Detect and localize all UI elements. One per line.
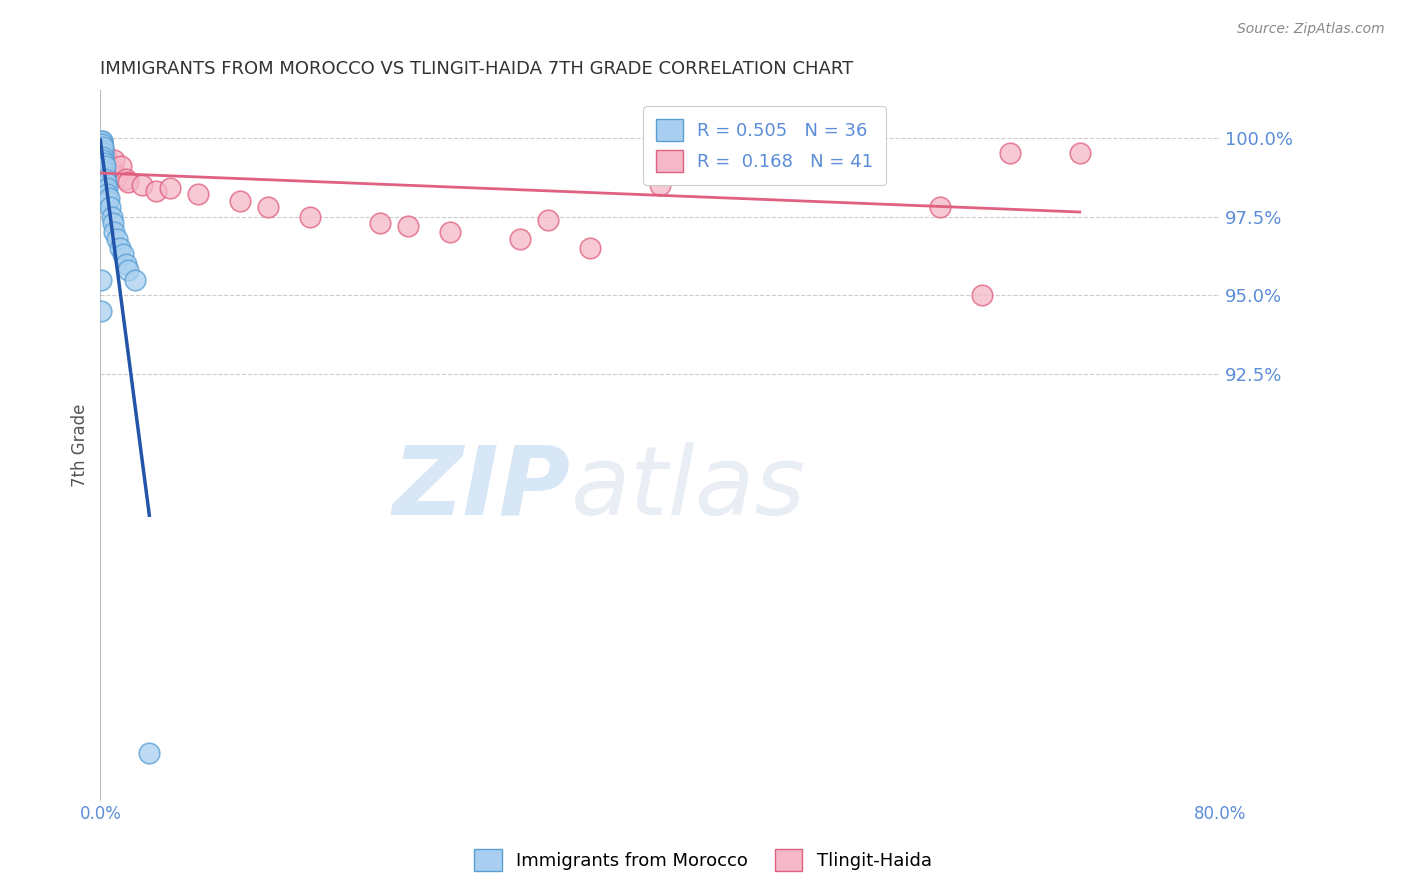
Point — [93, 165, 115, 179]
Point — [103, 225, 125, 239]
Point — [257, 200, 280, 214]
Point — [114, 257, 136, 271]
Point — [96, 156, 118, 170]
Point — [94, 150, 117, 164]
Point — [114, 171, 136, 186]
Point — [90, 146, 112, 161]
Point — [101, 216, 124, 230]
Point — [94, 184, 117, 198]
Point — [91, 140, 114, 154]
Point — [90, 136, 112, 151]
Point — [124, 273, 146, 287]
Point — [117, 175, 139, 189]
Point — [97, 194, 120, 208]
Point — [100, 210, 122, 224]
Point — [105, 232, 128, 246]
Point — [111, 247, 134, 261]
Point — [718, 146, 741, 161]
Point — [90, 153, 112, 167]
Point — [91, 136, 114, 151]
Point — [91, 140, 114, 154]
Point — [93, 153, 115, 167]
Text: atlas: atlas — [571, 442, 806, 534]
Point — [970, 288, 993, 302]
Point — [94, 171, 117, 186]
Point — [145, 184, 167, 198]
Legend: Immigrants from Morocco, Tlingit-Haida: Immigrants from Morocco, Tlingit-Haida — [467, 842, 939, 879]
Point — [93, 159, 115, 173]
Point — [229, 194, 252, 208]
Point — [91, 143, 114, 157]
Point — [90, 273, 112, 287]
Point — [96, 187, 118, 202]
Point — [94, 178, 117, 192]
Point — [1069, 146, 1091, 161]
Point — [94, 175, 117, 189]
Point — [105, 169, 128, 183]
Point — [138, 746, 160, 760]
Point — [91, 150, 114, 164]
Point — [579, 241, 602, 255]
Legend: R = 0.505   N = 36, R =  0.168   N = 41: R = 0.505 N = 36, R = 0.168 N = 41 — [644, 106, 886, 185]
Point — [91, 136, 114, 151]
Point — [928, 200, 950, 214]
Point — [91, 146, 114, 161]
Point — [439, 225, 461, 239]
Point — [396, 219, 419, 233]
Point — [91, 134, 114, 148]
Point — [117, 263, 139, 277]
Point — [159, 181, 181, 195]
Point — [91, 140, 114, 154]
Point — [648, 178, 671, 192]
Point — [90, 143, 112, 157]
Point — [94, 159, 117, 173]
Point — [98, 200, 121, 214]
Point — [859, 156, 882, 170]
Y-axis label: 7th Grade: 7th Grade — [72, 404, 89, 487]
Text: Source: ZipAtlas.com: Source: ZipAtlas.com — [1237, 22, 1385, 37]
Point — [97, 191, 120, 205]
Point — [90, 304, 112, 318]
Point — [93, 146, 115, 161]
Point — [299, 210, 322, 224]
Point — [90, 134, 112, 148]
Text: IMMIGRANTS FROM MOROCCO VS TLINGIT-HAIDA 7TH GRADE CORRELATION CHART: IMMIGRANTS FROM MOROCCO VS TLINGIT-HAIDA… — [100, 60, 853, 78]
Point — [537, 212, 560, 227]
Point — [103, 153, 125, 167]
Point — [110, 159, 132, 173]
Text: ZIP: ZIP — [392, 442, 571, 534]
Point — [187, 187, 209, 202]
Point — [368, 216, 391, 230]
Point — [97, 162, 120, 177]
Point — [93, 153, 115, 167]
Point — [131, 178, 153, 192]
Point — [93, 162, 115, 177]
Point — [509, 232, 531, 246]
Point — [91, 143, 114, 157]
Point — [96, 181, 118, 195]
Point — [93, 156, 115, 170]
Point — [91, 150, 114, 164]
Point — [93, 156, 115, 170]
Point — [108, 241, 131, 255]
Point — [998, 146, 1021, 161]
Point — [93, 169, 115, 183]
Point — [789, 162, 811, 177]
Point — [100, 162, 122, 177]
